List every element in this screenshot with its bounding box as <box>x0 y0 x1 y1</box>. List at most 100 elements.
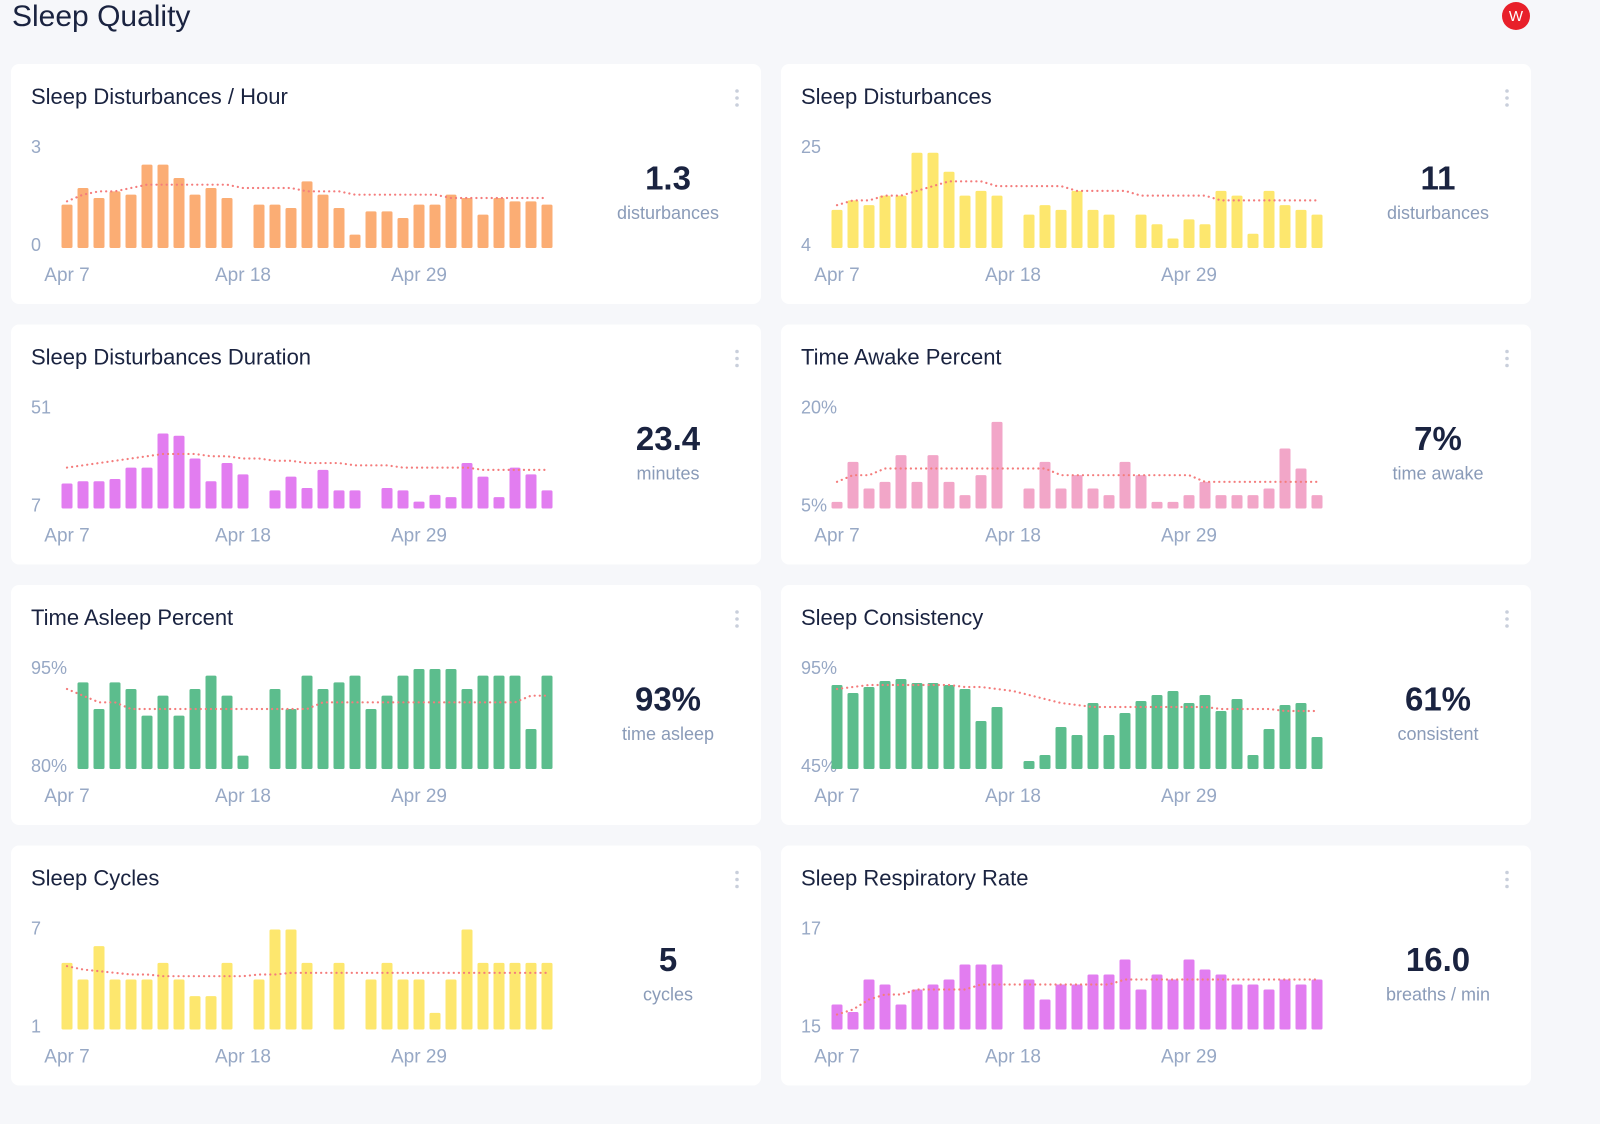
bar <box>1151 974 1163 1030</box>
y-tick-label: 7 <box>31 495 41 515</box>
bar <box>1039 461 1051 509</box>
y-tick-label: 20% <box>801 397 837 417</box>
bar <box>365 211 377 248</box>
bar <box>285 929 297 1030</box>
y-tick-label: 25 <box>801 137 821 157</box>
bar <box>141 467 153 509</box>
menu-dot[interactable] <box>735 870 739 875</box>
menu-dot[interactable] <box>1505 870 1509 875</box>
bar <box>1231 495 1243 509</box>
y-tick-label: 51 <box>31 397 51 417</box>
bar <box>173 178 185 248</box>
summary-value: 7% <box>1414 420 1462 457</box>
bar <box>1023 761 1035 769</box>
bar <box>541 675 553 769</box>
menu-dot[interactable] <box>735 617 739 621</box>
bar <box>429 494 441 509</box>
x-tick-label: Apr 29 <box>391 1047 447 1068</box>
bar <box>173 435 185 509</box>
metric-card: Sleep Disturbances Duration 7 51 Apr 7 Apr 1… <box>11 324 761 565</box>
menu-dot[interactable] <box>1505 89 1509 93</box>
bar <box>1103 974 1115 1030</box>
menu-dot[interactable] <box>735 884 739 889</box>
bar <box>831 209 843 248</box>
trend-line <box>835 180 1319 207</box>
y-tick-label: 15 <box>801 1016 821 1036</box>
bar <box>205 675 217 769</box>
bar <box>301 488 313 509</box>
card-title: Time Asleep Percent <box>31 605 233 630</box>
y-tick-label: 45% <box>801 756 837 776</box>
bar <box>445 497 457 509</box>
bar <box>1103 735 1115 769</box>
summary-unit: time awake <box>1392 463 1483 483</box>
bar <box>349 490 361 509</box>
menu-dot[interactable] <box>735 356 739 361</box>
bar <box>1295 468 1307 509</box>
menu-dot[interactable] <box>1505 877 1509 882</box>
bar <box>1135 701 1147 769</box>
x-tick-label: Apr 18 <box>215 526 271 547</box>
bar <box>509 675 521 769</box>
bar <box>125 467 137 509</box>
metric-card: Sleep Consistency 45% 95% Apr 7 Apr 18 Apr 29… <box>781 585 1531 825</box>
menu-dot[interactable] <box>735 349 739 354</box>
bar <box>959 195 971 248</box>
bar <box>461 929 473 1030</box>
menu-dot[interactable] <box>735 96 739 100</box>
bar <box>461 198 473 248</box>
bar <box>493 962 505 1030</box>
bar <box>991 195 1003 248</box>
bar <box>1167 691 1179 769</box>
menu-dot[interactable] <box>735 610 739 614</box>
metric-card: Sleep Cycles 1 7 Apr 7 Apr 18 Apr 29 5 cycles <box>11 845 761 1086</box>
menu-dot[interactable] <box>735 103 739 107</box>
menu-dot[interactable] <box>1505 617 1509 621</box>
menu-dot[interactable] <box>735 624 739 628</box>
menu-dot[interactable] <box>1505 349 1509 354</box>
bar <box>1071 190 1083 248</box>
bar <box>1295 984 1307 1030</box>
bar <box>349 234 361 248</box>
bar <box>943 979 955 1030</box>
summary-value: 1.3 <box>645 160 691 197</box>
bar <box>1247 984 1259 1030</box>
menu-dot[interactable] <box>735 89 739 93</box>
bar <box>445 194 457 248</box>
avatar[interactable] <box>1502 2 1530 30</box>
y-tick-label: 80% <box>31 756 67 776</box>
bar <box>141 164 153 248</box>
menu-dot[interactable] <box>735 363 739 368</box>
bar <box>1311 979 1323 1030</box>
menu-dot[interactable] <box>1505 103 1509 107</box>
bar <box>1263 989 1275 1030</box>
summary-value: 93% <box>635 681 701 718</box>
bar <box>477 214 489 248</box>
menu-dot[interactable] <box>1505 96 1509 100</box>
x-tick-label: Apr 29 <box>1161 786 1217 807</box>
menu-dot[interactable] <box>1505 610 1509 614</box>
menu-dot[interactable] <box>1505 624 1509 628</box>
bar <box>445 669 457 769</box>
summary-unit: time asleep <box>622 724 714 744</box>
menu-dot[interactable] <box>735 877 739 882</box>
card-title: Sleep Consistency <box>801 605 983 630</box>
menu-dot[interactable] <box>1505 356 1509 361</box>
metric-card: Time Asleep Percent 80% 95% Apr 7 Apr 18 Apr … <box>11 585 761 825</box>
bar <box>269 204 281 248</box>
menu-dot[interactable] <box>1505 884 1509 889</box>
bar <box>157 695 169 769</box>
bar <box>847 1012 859 1030</box>
avatar-icon: W <box>1509 8 1524 25</box>
bar <box>205 481 217 509</box>
metric-card: Sleep Disturbances 4 25 Apr 7 Apr 18 Apr 29 11… <box>781 64 1531 304</box>
bar <box>93 946 105 1030</box>
bar <box>1183 219 1195 248</box>
bar <box>285 476 297 509</box>
bar <box>991 964 1003 1030</box>
bar <box>1039 205 1051 248</box>
bar <box>1247 755 1259 769</box>
menu-dot[interactable] <box>1505 363 1509 368</box>
bar <box>189 689 201 769</box>
